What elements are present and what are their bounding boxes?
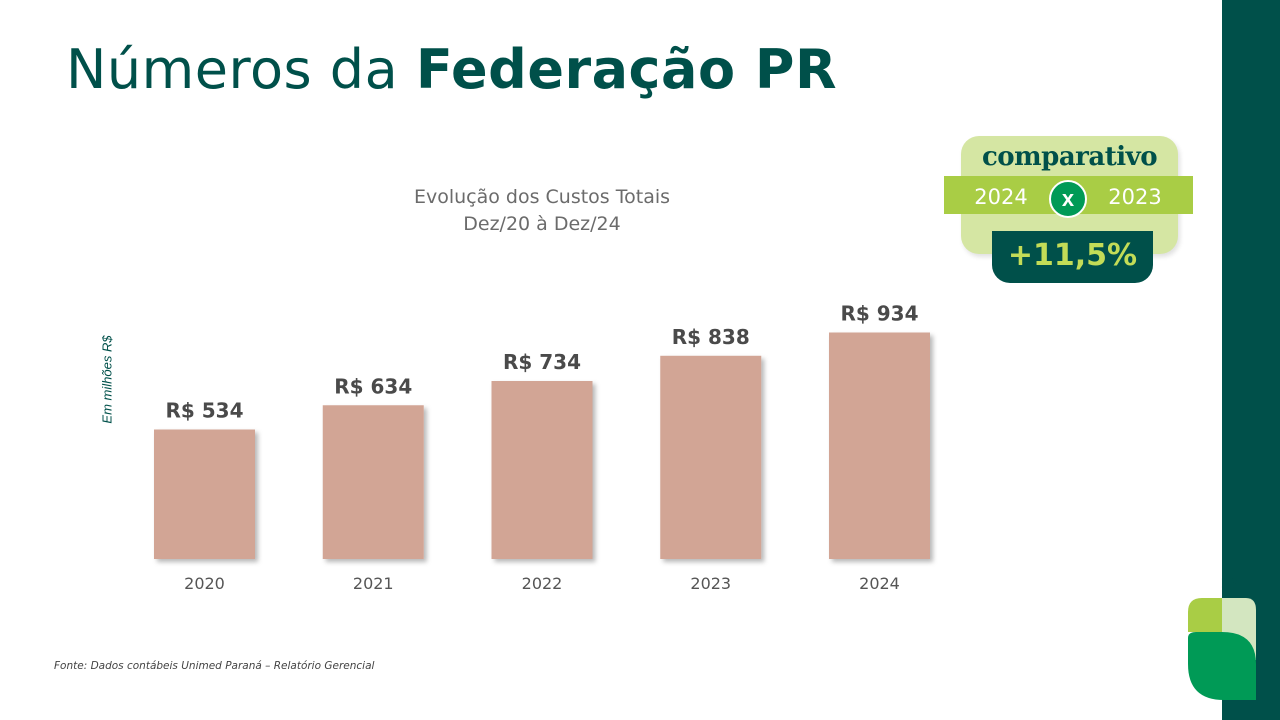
- badge-year-current: 2024: [974, 185, 1028, 209]
- chart-title-block: Evolução dos Custos Totais Dez/20 à Dez/…: [392, 184, 692, 238]
- comparison-badge: comparativo 2024 x 2023 +11,5%: [944, 136, 1194, 286]
- x-tick-label-2021: 2021: [353, 574, 394, 593]
- x-tick-label-2022: 2022: [522, 574, 563, 593]
- chart-title: Evolução dos Custos Totais: [413, 186, 671, 208]
- badge-change-value: +11,5%: [1007, 238, 1138, 273]
- bar-2020: [154, 429, 255, 559]
- source-note: Fonte: Dados contábeis Unimed Paraná – R…: [54, 660, 375, 672]
- value-label-2021: R$ 634: [334, 374, 412, 398]
- value-label-2024: R$ 934: [840, 302, 918, 326]
- bar-2024: [829, 332, 930, 559]
- bar-chart: R$ 534 2020 R$ 634 2021 R$ 734 2022 R$ 838 2023…: [154, 302, 930, 593]
- page-title-bold: Federação PR: [415, 38, 838, 101]
- unimed-leaf-logo-icon: [1188, 576, 1256, 700]
- badge-heading: comparativo: [981, 142, 1158, 172]
- value-label-2020: R$ 534: [165, 399, 243, 423]
- bar-2022: [491, 381, 593, 559]
- x-tick-label-2023: 2023: [690, 574, 731, 593]
- page-title-regular: Números da: [66, 38, 416, 101]
- badge-year-previous: 2023: [1108, 185, 1162, 209]
- page-title: Números da Federação PR: [66, 38, 837, 101]
- x-circle-icon: x: [1049, 180, 1087, 218]
- bar-2023: [660, 355, 762, 559]
- badge-change-box: [992, 231, 1153, 283]
- x-tick-label-2020: 2020: [184, 574, 225, 593]
- x-tick-label-2024: 2024: [859, 574, 900, 593]
- value-label-2022: R$ 734: [503, 350, 581, 374]
- chart-subtitle: Dez/20 à Dez/24: [463, 213, 621, 235]
- value-label-2023: R$ 838: [672, 325, 750, 349]
- bar-2021: [322, 405, 424, 559]
